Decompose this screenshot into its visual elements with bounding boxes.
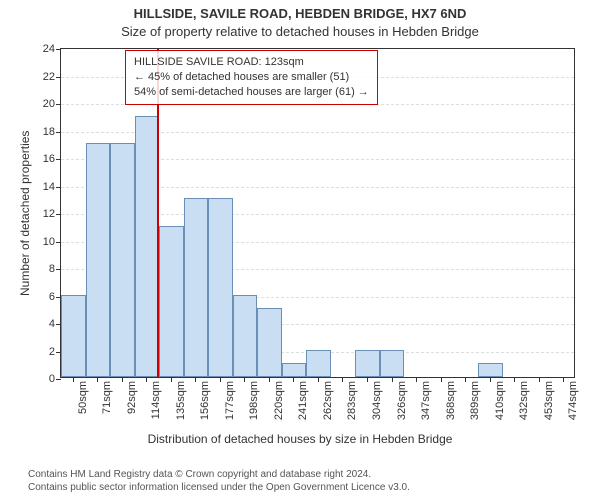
y-tick-label: 16 bbox=[43, 153, 61, 165]
x-tick-label: 347sqm bbox=[420, 377, 432, 420]
histogram-bar bbox=[110, 143, 135, 377]
x-tick-mark bbox=[392, 377, 393, 382]
x-tick-mark bbox=[146, 377, 147, 382]
x-tick-label: 389sqm bbox=[469, 377, 481, 420]
x-tick-label: 474sqm bbox=[567, 377, 579, 420]
x-tick-mark bbox=[490, 377, 491, 382]
x-tick-label: 453sqm bbox=[543, 377, 555, 420]
x-tick-mark bbox=[416, 377, 417, 382]
histogram-bar bbox=[159, 226, 184, 377]
x-tick-mark bbox=[367, 377, 368, 382]
y-tick-label: 22 bbox=[43, 71, 61, 83]
x-tick-mark bbox=[122, 377, 123, 382]
y-tick-label: 0 bbox=[49, 373, 61, 385]
x-tick-label: 177sqm bbox=[224, 377, 236, 420]
x-tick-label: 198sqm bbox=[248, 377, 260, 420]
x-tick-mark bbox=[318, 377, 319, 382]
x-tick-label: 220sqm bbox=[273, 377, 285, 420]
chart-title-secondary: Size of property relative to detached ho… bbox=[0, 24, 600, 39]
x-tick-mark bbox=[195, 377, 196, 382]
y-tick-label: 4 bbox=[49, 318, 61, 330]
x-tick-mark bbox=[244, 377, 245, 382]
x-tick-label: 135sqm bbox=[175, 377, 187, 420]
x-tick-label: 50sqm bbox=[77, 377, 89, 414]
y-tick-label: 24 bbox=[43, 43, 61, 55]
y-tick-label: 6 bbox=[49, 291, 61, 303]
histogram-bar bbox=[478, 363, 503, 377]
x-tick-label: 262sqm bbox=[322, 377, 334, 420]
x-tick-label: 326sqm bbox=[396, 377, 408, 420]
x-tick-mark bbox=[171, 377, 172, 382]
histogram-bar bbox=[86, 143, 111, 377]
x-tick-mark bbox=[441, 377, 442, 382]
x-tick-mark bbox=[563, 377, 564, 382]
histogram-bar bbox=[208, 198, 233, 377]
histogram-bar bbox=[61, 295, 86, 378]
footer-line-2: Contains public sector information licen… bbox=[28, 481, 410, 494]
x-tick-label: 368sqm bbox=[445, 377, 457, 420]
histogram-bar bbox=[135, 116, 160, 377]
x-tick-label: 410sqm bbox=[494, 377, 506, 420]
x-tick-mark bbox=[293, 377, 294, 382]
histogram-bar bbox=[380, 350, 405, 378]
annotation-line-3: 54% of semi-detached houses are larger (… bbox=[134, 85, 369, 100]
x-tick-label: 432sqm bbox=[518, 377, 530, 420]
x-axis-label: Distribution of detached houses by size … bbox=[0, 432, 600, 446]
x-tick-label: 114sqm bbox=[150, 377, 162, 419]
x-tick-mark bbox=[97, 377, 98, 382]
y-tick-label: 12 bbox=[43, 208, 61, 220]
x-tick-label: 241sqm bbox=[297, 377, 309, 420]
histogram-bar bbox=[355, 350, 380, 378]
footer-line-1: Contains HM Land Registry data © Crown c… bbox=[28, 468, 410, 481]
histogram-bar bbox=[184, 198, 209, 377]
annotation-line-2: ← 45% of detached houses are smaller (51… bbox=[134, 70, 369, 85]
y-tick-label: 14 bbox=[43, 181, 61, 193]
y-tick-label: 10 bbox=[43, 236, 61, 248]
footer-attribution: Contains HM Land Registry data © Crown c… bbox=[28, 468, 410, 494]
x-tick-mark bbox=[73, 377, 74, 382]
x-tick-mark bbox=[514, 377, 515, 382]
y-tick-label: 20 bbox=[43, 98, 61, 110]
y-tick-label: 8 bbox=[49, 263, 61, 275]
x-tick-label: 283sqm bbox=[346, 377, 358, 420]
x-tick-mark bbox=[220, 377, 221, 382]
x-tick-mark bbox=[539, 377, 540, 382]
x-tick-label: 92sqm bbox=[126, 377, 138, 414]
x-tick-label: 304sqm bbox=[371, 377, 383, 420]
x-tick-label: 71sqm bbox=[101, 377, 113, 414]
y-tick-label: 2 bbox=[49, 346, 61, 358]
x-tick-mark bbox=[465, 377, 466, 382]
y-axis-label: Number of detached properties bbox=[18, 130, 32, 295]
x-tick-label: 156sqm bbox=[199, 377, 211, 420]
histogram-bar bbox=[282, 363, 307, 377]
histogram-bar bbox=[306, 350, 331, 378]
annotation-line-1: HILLSIDE SAVILE ROAD: 123sqm bbox=[134, 55, 369, 70]
y-tick-label: 18 bbox=[43, 126, 61, 138]
x-tick-mark bbox=[342, 377, 343, 382]
x-tick-mark bbox=[269, 377, 270, 382]
chart-title-primary: HILLSIDE, SAVILE ROAD, HEBDEN BRIDGE, HX… bbox=[0, 6, 600, 21]
annotation-box: HILLSIDE SAVILE ROAD: 123sqm ← 45% of de… bbox=[125, 50, 378, 105]
histogram-bar bbox=[233, 295, 258, 378]
histogram-bar bbox=[257, 308, 282, 377]
